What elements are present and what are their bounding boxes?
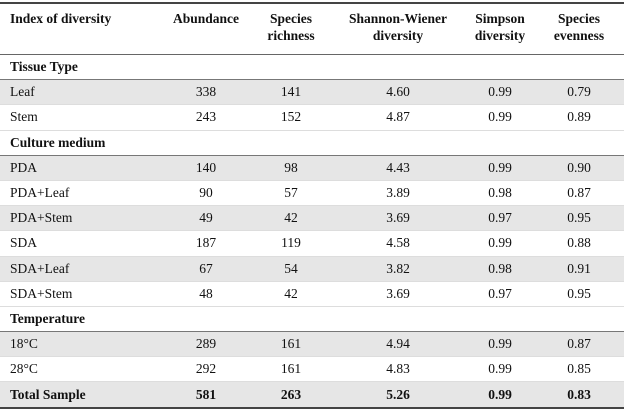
row-label: SDA+Leaf (0, 256, 160, 282)
cell: 292 (160, 356, 252, 383)
data-row: PDA+Stem 49 42 3.69 0.97 0.95 (0, 205, 624, 232)
data-row: 18°C 289 161 4.94 0.99 0.87 (0, 331, 624, 358)
section-title: Culture medium (0, 129, 624, 156)
cell: 0.99 (466, 79, 534, 106)
cell: 0.98 (466, 256, 534, 282)
cell: 338 (160, 79, 252, 106)
total-row: Total Sample 581 263 5.26 0.99 0.83 (0, 381, 624, 409)
cell: 0.97 (466, 205, 534, 232)
cell: 0.99 (466, 381, 534, 409)
row-label: PDA+Leaf (0, 180, 160, 207)
cell: 67 (160, 256, 252, 282)
cell: 0.90 (534, 155, 624, 181)
data-row: SDA+Leaf 67 54 3.82 0.98 0.91 (0, 256, 624, 282)
cell: 0.99 (466, 331, 534, 358)
cell: 3.69 (330, 205, 466, 232)
cell: 187 (160, 230, 252, 257)
cell: 0.83 (534, 381, 624, 409)
data-row: PDA+Leaf 90 57 3.89 0.98 0.87 (0, 180, 624, 207)
cell: 581 (160, 381, 252, 409)
data-row: SDA 187 119 4.58 0.99 0.88 (0, 230, 624, 257)
column-header: Index of diversity (0, 2, 160, 55)
cell: 5.26 (330, 381, 466, 409)
cell: 3.69 (330, 281, 466, 307)
data-row: Stem 243 152 4.87 0.99 0.89 (0, 104, 624, 131)
section-row: Culture medium (0, 129, 624, 156)
cell: 0.97 (466, 281, 534, 307)
cell: 4.94 (330, 331, 466, 358)
data-row: SDA+Stem 48 42 3.69 0.97 0.95 (0, 281, 624, 307)
cell: 0.95 (534, 205, 624, 232)
row-label: Leaf (0, 79, 160, 106)
cell: 3.82 (330, 256, 466, 282)
cell: 42 (252, 205, 330, 232)
cell: 4.58 (330, 230, 466, 257)
cell: 243 (160, 104, 252, 131)
row-label: SDA (0, 230, 160, 257)
data-row: Leaf 338 141 4.60 0.99 0.79 (0, 79, 624, 106)
section-row: Tissue Type (0, 53, 624, 81)
cell: 90 (160, 180, 252, 207)
cell: 42 (252, 281, 330, 307)
cell: 0.79 (534, 79, 624, 106)
data-row: PDA 140 98 4.43 0.99 0.90 (0, 155, 624, 181)
cell: 141 (252, 79, 330, 106)
section-title: Temperature (0, 305, 624, 333)
cell: 0.89 (534, 104, 624, 131)
cell: 0.95 (534, 281, 624, 307)
row-label: PDA (0, 155, 160, 181)
table-body: Tissue Type Leaf 338 141 4.60 0.99 0.79 Stem 243… (0, 53, 624, 409)
row-label: 18°C (0, 331, 160, 358)
cell: 0.99 (466, 104, 534, 131)
cell: 0.99 (466, 356, 534, 383)
column-header: Shannon-Wiener diversity (330, 2, 466, 55)
cell: 48 (160, 281, 252, 307)
cell: 161 (252, 331, 330, 358)
section-row: Temperature (0, 305, 624, 333)
row-label: Total Sample (0, 381, 160, 409)
cell: 289 (160, 331, 252, 358)
cell: 4.83 (330, 356, 466, 383)
column-header: Species richness (252, 2, 330, 55)
row-label: PDA+Stem (0, 205, 160, 232)
column-header: Simpson diversity (466, 2, 534, 55)
cell: 0.85 (534, 356, 624, 383)
row-label: SDA+Stem (0, 281, 160, 307)
cell: 152 (252, 104, 330, 131)
cell: 0.99 (466, 230, 534, 257)
cell: 140 (160, 155, 252, 181)
cell: 3.89 (330, 180, 466, 207)
cell: 0.98 (466, 180, 534, 207)
cell: 0.87 (534, 180, 624, 207)
cell: 0.87 (534, 331, 624, 358)
row-label: Stem (0, 104, 160, 131)
section-title: Tissue Type (0, 53, 624, 81)
cell: 98 (252, 155, 330, 181)
cell: 4.87 (330, 104, 466, 131)
cell: 4.60 (330, 79, 466, 106)
cell: 54 (252, 256, 330, 282)
cell: 0.99 (466, 155, 534, 181)
header-row: Index of diversity Abundance Species richn… (0, 2, 624, 55)
row-label: 28°C (0, 356, 160, 383)
cell: 0.91 (534, 256, 624, 282)
cell: 57 (252, 180, 330, 207)
column-header: Species evenness (534, 2, 624, 55)
cell: 119 (252, 230, 330, 257)
data-row: 28°C 292 161 4.83 0.99 0.85 (0, 356, 624, 383)
cell: 4.43 (330, 155, 466, 181)
cell: 263 (252, 381, 330, 409)
cell: 161 (252, 356, 330, 383)
cell: 49 (160, 205, 252, 232)
column-header: Abundance (160, 2, 252, 55)
cell: 0.88 (534, 230, 624, 257)
